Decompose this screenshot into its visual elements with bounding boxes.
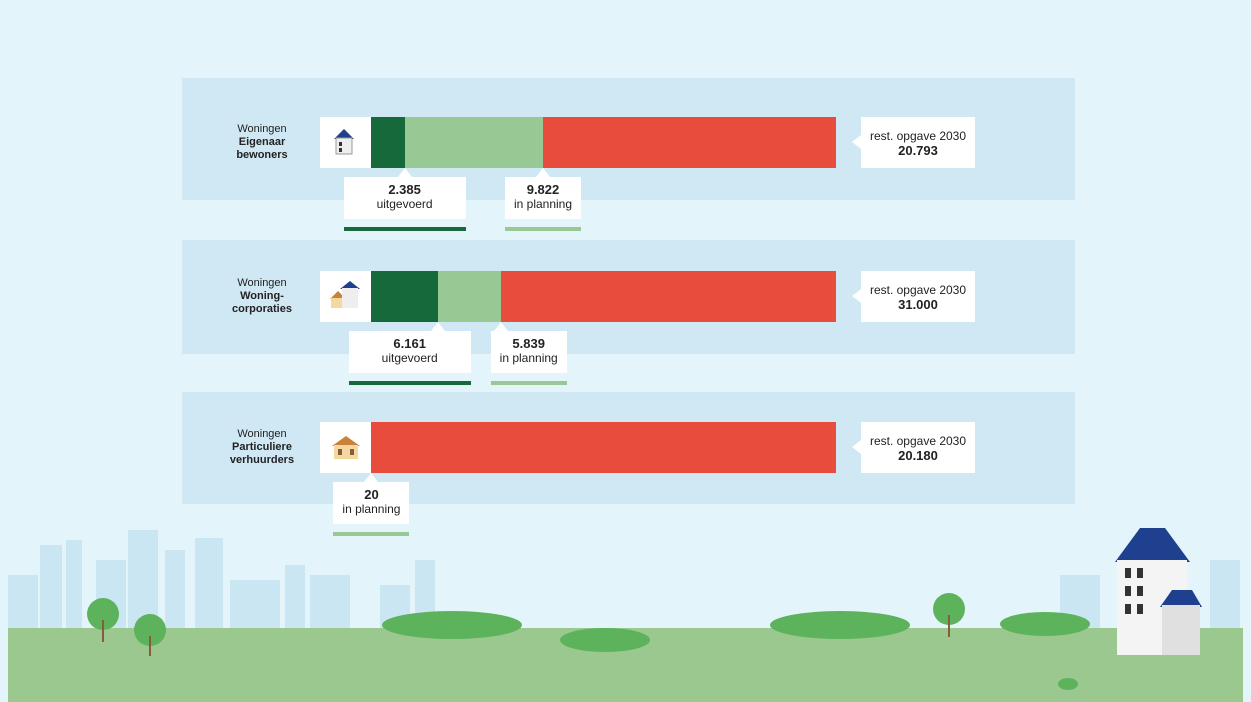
category-prefix: Woningen	[237, 428, 287, 440]
label-pointer	[397, 168, 412, 177]
icon	[332, 436, 360, 459]
value-label: 2.385	[388, 182, 421, 197]
value-callout: 20 in planning	[333, 482, 410, 524]
category-label: Woningen Woning-corporaties	[212, 277, 312, 316]
bar-segment	[543, 117, 836, 168]
category-prefix: Woningen	[237, 123, 287, 135]
value-label: 9.822	[526, 182, 560, 197]
callout-pointer	[852, 135, 861, 149]
value-label: 20	[364, 487, 379, 502]
bar-segment	[404, 117, 543, 168]
value-callout: 6.161 uitgevoerd	[348, 331, 471, 373]
house-icon	[320, 422, 371, 473]
label-underline	[490, 381, 567, 385]
label-pointer	[364, 473, 379, 482]
bar-segment	[371, 271, 438, 322]
value-label: 20.793	[898, 143, 938, 158]
callout: rest. opgave 2030 20.793	[861, 117, 975, 168]
value-callout: 9.822 in planning	[505, 177, 581, 219]
label-underline	[348, 381, 471, 385]
icon	[330, 281, 360, 308]
house-icon	[320, 117, 371, 168]
icon	[334, 129, 354, 155]
label-underline	[505, 227, 581, 231]
series-name: uitgevoerd	[376, 197, 433, 211]
value-callout: 2.385 uitgevoerd	[343, 177, 466, 219]
label-underline	[333, 532, 410, 536]
value-label: 5.839	[512, 336, 545, 351]
bar-segment	[500, 271, 836, 322]
bar-segment	[371, 117, 405, 168]
label-underline	[343, 227, 466, 231]
category-name: Particuliere verhuurders	[229, 441, 295, 466]
category-name: Woning-corporaties	[232, 290, 292, 315]
value-label: 6.161	[393, 336, 426, 351]
callout: rest. opgave 2030 31.000	[861, 271, 975, 322]
callout: rest. opgave 2030 20.180	[861, 422, 975, 473]
value-label: 31.000	[898, 297, 938, 312]
series-name: in planning	[513, 197, 573, 211]
series-name: in planning	[499, 351, 558, 365]
callout-pointer	[852, 289, 861, 303]
category-name: Eigenaar bewoners	[236, 136, 288, 161]
series-name: rest. opgave 2030	[869, 129, 967, 143]
category-label: Woningen Eigenaar bewoners	[212, 123, 312, 162]
house-icon	[320, 271, 371, 322]
category-prefix: Woningen	[237, 277, 287, 289]
callout-pointer	[852, 440, 861, 454]
label-pointer	[430, 322, 445, 331]
label-pointer	[536, 168, 550, 177]
series-name: in planning	[342, 502, 401, 516]
series-name: rest. opgave 2030	[869, 283, 967, 297]
category-label: Woningen Particuliere verhuurders	[212, 428, 312, 467]
value-callout: 5.839 in planning	[490, 331, 567, 373]
series-name: uitgevoerd	[381, 351, 438, 365]
label-pointer	[493, 322, 508, 331]
bar-segment	[371, 422, 836, 473]
bar-segment	[437, 271, 501, 322]
series-name: rest. opgave 2030	[869, 434, 967, 448]
value-label: 20.180	[898, 448, 938, 463]
